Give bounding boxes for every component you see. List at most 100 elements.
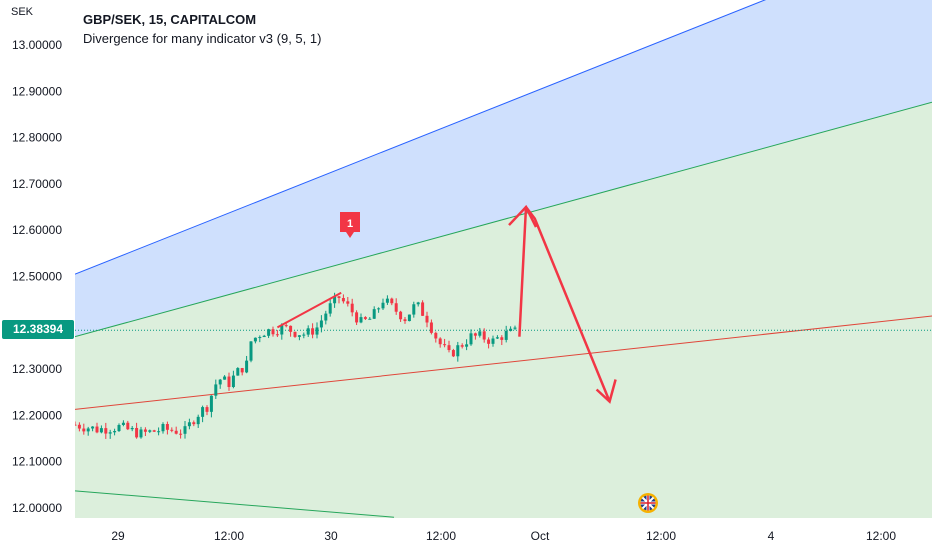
candle-body [117,424,121,432]
price-tick-label: 12.20000 [12,408,62,422]
time-axis[interactable]: 29 12:00 30 12:00 Oct 12:00 4 12:00 [0,518,932,550]
candle-body [179,433,183,435]
candle-body [478,331,482,336]
candle-body [319,320,323,328]
candle-body [253,337,257,342]
candle-body [487,339,491,344]
candle-body [311,328,315,335]
candle-body [95,426,99,433]
candle-body [192,422,196,425]
candle-body [416,302,420,305]
candle-body [500,337,504,340]
price-tick-label: 12.90000 [12,84,62,98]
candle-body [223,376,227,380]
candle-body [267,329,271,336]
candle-body [152,430,156,432]
divergence-line[interactable] [276,291,342,329]
candle-body [337,296,341,299]
candle-body [170,429,174,431]
candle-body [341,298,345,302]
candle-body [245,360,249,373]
candle-body [456,345,460,357]
candle-body [108,432,112,434]
candle-body [104,428,108,434]
candle-body [368,318,372,320]
candle-body [346,301,350,304]
candle-body [91,426,95,429]
symbol-title[interactable]: GBP/SEK, 15, CAPITALCOM [83,12,257,27]
bottom-channel-line[interactable] [75,490,395,518]
candle-body [75,424,77,426]
candle-body [82,428,86,432]
candle-body [434,332,438,339]
time-tick-label: Oct [531,529,550,543]
signal-badge[interactable] [340,212,360,238]
candle-body [284,325,288,327]
price-tick-label: 12.50000 [12,270,62,284]
time-tick-label: 12:00 [646,529,676,543]
candle-body [350,303,354,313]
signal-label: 1 [347,218,353,230]
candle-body [236,368,240,376]
indicator-title[interactable]: Divergence for many indicator v3 (9, 5, … [83,31,322,46]
upper-channel-fill [75,0,932,337]
candle-body [143,429,147,432]
candle-body [271,329,275,335]
candle-body [372,309,376,319]
candle-body [429,322,433,333]
candle-body [421,302,425,316]
candle-body [385,298,389,303]
projection-path[interactable] [518,205,611,402]
upper-channel-line[interactable] [75,0,768,275]
lower-channel-line[interactable] [75,315,932,410]
candle-body [513,327,517,329]
chart-legend: GBP/SEK, 15, CAPITALCOM Divergence for m… [83,10,321,48]
candle-body [363,317,367,319]
price-tick-label: 12.30000 [12,362,62,376]
candle-body [394,303,398,312]
candle-body [297,335,301,337]
time-tick-label: 12:00 [426,529,456,543]
candle-body [403,319,407,322]
price-tick-label: 12.70000 [12,177,62,191]
candle-body [139,429,143,438]
candle-body [302,334,306,336]
candle-body [214,384,218,396]
candle-body [491,338,495,344]
candle-body [205,407,209,412]
candle-body [407,314,411,322]
candle-body [460,345,464,347]
candle-body [227,376,231,387]
candle-body [262,335,266,338]
uk-flag-icon[interactable] [638,493,658,513]
candle-body [425,315,429,323]
candle-body [504,330,508,340]
candle-body [113,431,117,433]
candle-body [469,333,473,345]
candle-body [77,424,81,429]
middle-channel-line[interactable] [75,101,932,338]
candle-body [315,327,319,335]
candle-body [451,350,455,357]
projection-arrow[interactable] [508,204,617,404]
candle-body [359,317,363,323]
candle-body [509,328,513,331]
candles-group [75,292,517,439]
divergence-signal-marker[interactable]: 1 [340,212,360,238]
candle-body [328,303,332,314]
candle-body [324,313,328,321]
candle-body [438,338,442,345]
candle-body [174,430,178,434]
price-axis[interactable]: 13.00000 12.90000 12.80000 12.70000 12.60000… [12,38,62,515]
candle-body [482,331,486,340]
candle-body [86,428,90,432]
candle-body [121,422,125,425]
candle-body [258,337,262,339]
candle-body [377,308,381,310]
candle-body [196,416,200,425]
candle-body [306,328,310,335]
candle-body [447,345,451,351]
lower-channel-fill [75,102,932,518]
